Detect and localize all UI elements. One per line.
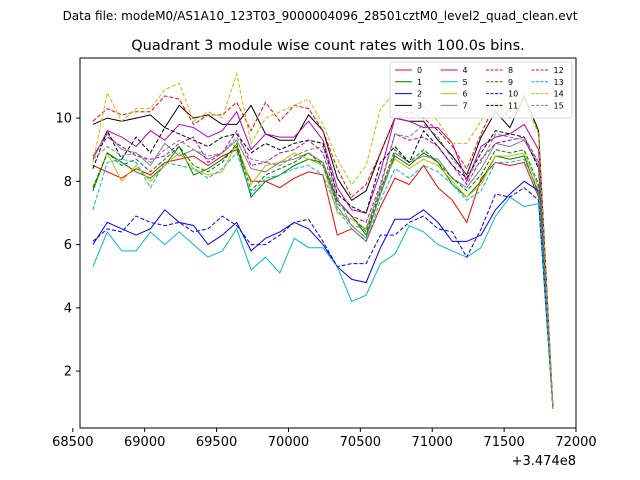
legend-label-13: 13 [554, 78, 564, 87]
y-axis-ticks: 2 4 6 8 10 [55, 112, 80, 380]
series-line-14 [92, 71, 554, 410]
y-tick-label: 2 [64, 365, 72, 380]
y-tick-label: 6 [64, 238, 72, 253]
series-line-11 [92, 126, 554, 410]
y-tick-label: 4 [64, 301, 72, 316]
x-offset-label: +3.474e8 [512, 454, 576, 469]
x-tick-label: 71000 [412, 435, 453, 450]
y-tick-label: 8 [64, 175, 72, 190]
legend-label-0: 0 [417, 66, 422, 75]
x-tick-label: 68500 [52, 435, 93, 450]
legend-label-5: 5 [463, 78, 468, 87]
legend-label-11: 11 [508, 101, 518, 110]
series-line-5 [92, 196, 554, 410]
legend-label-14: 14 [554, 90, 564, 99]
legend-label-8: 8 [508, 66, 513, 75]
x-tick-label: 71500 [483, 435, 524, 450]
x-tick-label: 69500 [196, 435, 237, 450]
legend-label-3: 3 [417, 101, 422, 110]
legend-box [389, 61, 573, 119]
legend-label-7: 7 [463, 101, 468, 110]
x-axis-ticks: 68500 69000 69500 70000 70500 71000 71500 72000 [52, 428, 597, 450]
series-layer [92, 71, 554, 410]
x-tick-label: 69000 [124, 435, 165, 450]
series-line-8 [92, 95, 554, 410]
legend-label-9: 9 [508, 78, 513, 87]
plot-frame [79, 57, 577, 429]
chart-title: Quadrant 3 module wise count rates with … [131, 38, 525, 54]
legend-label-1: 1 [417, 78, 422, 87]
series-line-13 [92, 151, 554, 410]
legend-label-10: 10 [508, 90, 518, 99]
series-line-4 [92, 110, 554, 410]
series-line-10 [92, 187, 554, 410]
legend-label-12: 12 [554, 66, 564, 75]
series-line-12 [92, 129, 554, 410]
legend-label-15: 15 [554, 101, 564, 110]
series-line-15 [92, 123, 554, 410]
suptitle: Data file: modeM0/AS1A10_123T03_90000040… [63, 9, 578, 23]
series-line-2 [92, 180, 554, 410]
legend-label-2: 2 [417, 90, 422, 99]
x-tick-label: 70000 [268, 435, 309, 450]
y-tick-label: 10 [55, 112, 72, 127]
legend-label-6: 6 [463, 90, 468, 99]
x-tick-label: 72000 [555, 435, 596, 450]
x-tick-label: 70500 [340, 435, 381, 450]
legend-label-4: 4 [463, 66, 468, 75]
series-line-3 [92, 94, 554, 410]
series-line-7 [92, 133, 554, 410]
series-line-9 [92, 142, 554, 410]
